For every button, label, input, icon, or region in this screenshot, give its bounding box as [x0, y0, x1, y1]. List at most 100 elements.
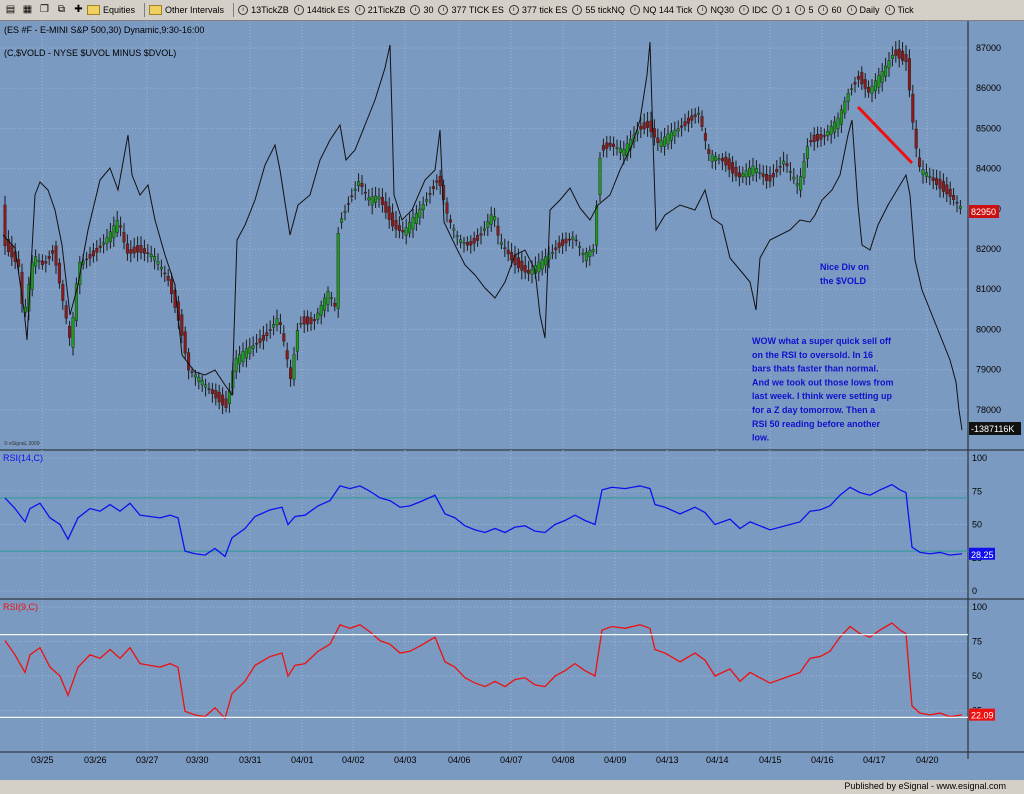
candle-body: [605, 142, 609, 149]
rsi14-last-badge-text: 28.25: [971, 550, 994, 560]
candle-body: [863, 79, 867, 89]
interval-button[interactable]: ı 55 tickNQ: [572, 5, 625, 15]
candle-body: [479, 233, 483, 236]
candle-body: [853, 82, 857, 85]
interval-button[interactable]: ı 377 TICK ES: [438, 5, 504, 15]
interval-button[interactable]: ı 30: [410, 5, 433, 15]
candle-body: [506, 249, 510, 255]
candle-body: [537, 261, 541, 273]
candle-body: [836, 117, 840, 130]
candle-body: [775, 169, 779, 173]
date-label: 04/06: [448, 755, 471, 765]
candle-body: [666, 133, 670, 145]
candle-body: [595, 205, 599, 246]
interval-button[interactable]: ı IDC: [738, 5, 767, 15]
interval-label: 30: [423, 5, 434, 15]
candle-body: [809, 140, 813, 143]
candle-body: [122, 232, 126, 243]
cascade-icon[interactable]: ⧉: [57, 3, 66, 15]
candle-body: [91, 250, 95, 257]
add-icon[interactable]: ✚: [74, 3, 83, 15]
price-tick-label: 78000: [976, 405, 1001, 415]
candle-body: [778, 166, 782, 168]
candle-body: [377, 196, 381, 200]
candle-body: [166, 275, 170, 281]
candle-body: [612, 143, 616, 147]
candle-body: [690, 115, 694, 121]
candle-body: [295, 330, 299, 352]
candle-body: [363, 191, 367, 194]
candle-body: [455, 235, 459, 238]
other-intervals-button[interactable]: Other Intervals: [149, 5, 224, 15]
copy-icon[interactable]: ❐: [40, 3, 49, 15]
candle-body: [234, 358, 238, 372]
candle-body: [370, 196, 374, 206]
candle-body: [159, 267, 163, 270]
equities-button[interactable]: Equities: [87, 5, 135, 15]
new-window-icon[interactable]: ▦: [22, 3, 33, 15]
rsi9-tick-label: 50: [972, 671, 982, 681]
candle-body: [527, 269, 531, 274]
interval-button[interactable]: ı 21TickZB: [354, 5, 405, 15]
candle-body: [255, 343, 259, 345]
candle-body: [357, 181, 361, 186]
candle-body: [884, 65, 888, 77]
candle-body: [761, 173, 765, 177]
candle-body: [792, 176, 796, 180]
candle-body: [411, 217, 415, 230]
candle-body: [323, 297, 327, 311]
interval-button[interactable]: ı 60: [818, 5, 842, 15]
candle-body: [102, 242, 106, 245]
date-label: 03/27: [136, 755, 159, 765]
candle-body: [51, 250, 55, 254]
candle-body: [571, 236, 575, 240]
rsi9-line: [4, 622, 963, 720]
interval-button[interactable]: ı 144tick ES: [293, 5, 350, 15]
interval-button[interactable]: ı Tick: [884, 5, 914, 15]
interval-button[interactable]: ı NQ30: [697, 5, 734, 15]
date-label: 04/16: [811, 755, 834, 765]
interval-button[interactable]: ı NQ 144 Tick: [629, 5, 692, 15]
candle-body: [336, 233, 340, 309]
candle-body: [931, 177, 935, 181]
candle-body: [656, 137, 660, 143]
candle-body: [822, 135, 826, 137]
folder-icon: [87, 5, 100, 15]
annotation-main-line: low.: [752, 433, 769, 443]
candle-body: [139, 245, 143, 253]
new-chart-icon[interactable]: ▤: [5, 3, 16, 15]
candle-body: [816, 133, 820, 142]
candle-body: [469, 241, 473, 246]
candle-body: [289, 367, 293, 380]
candle-body: [731, 162, 735, 174]
candle-body: [703, 133, 707, 141]
candle-body: [156, 261, 160, 265]
candle-body: [394, 219, 398, 230]
candle-body: [302, 316, 306, 325]
candle-body: [744, 170, 748, 178]
interval-button[interactable]: ı Daily: [846, 5, 880, 15]
interval-icon: ı: [846, 5, 857, 15]
chart-window[interactable]: 03/25 03/26 03/27 03/30 03/31 04/01 04/02 04/03…: [0, 21, 1024, 780]
candle-body: [697, 112, 701, 115]
candle-body: [788, 170, 792, 173]
interval-label: 55 tickNQ: [585, 5, 625, 15]
candle-body: [673, 129, 677, 137]
candle-body: [3, 204, 7, 246]
interval-button[interactable]: ı 377 tick ES: [508, 5, 567, 15]
candle-body: [40, 260, 44, 265]
date-label: 04/03: [394, 755, 417, 765]
interval-button[interactable]: ı 13TickZB: [238, 5, 289, 15]
candle-body: [833, 121, 837, 133]
rsi14-tick-label: 50: [972, 520, 982, 530]
annotation-main-line: bars thats faster than normal.: [752, 364, 879, 374]
date-label: 04/01: [291, 755, 314, 765]
candle-body: [622, 148, 626, 156]
candle-body: [737, 172, 741, 178]
last-price-badge-bg: [969, 205, 999, 218]
candle-body: [510, 251, 514, 261]
candles-group: [3, 40, 962, 415]
candle-body: [608, 142, 612, 147]
